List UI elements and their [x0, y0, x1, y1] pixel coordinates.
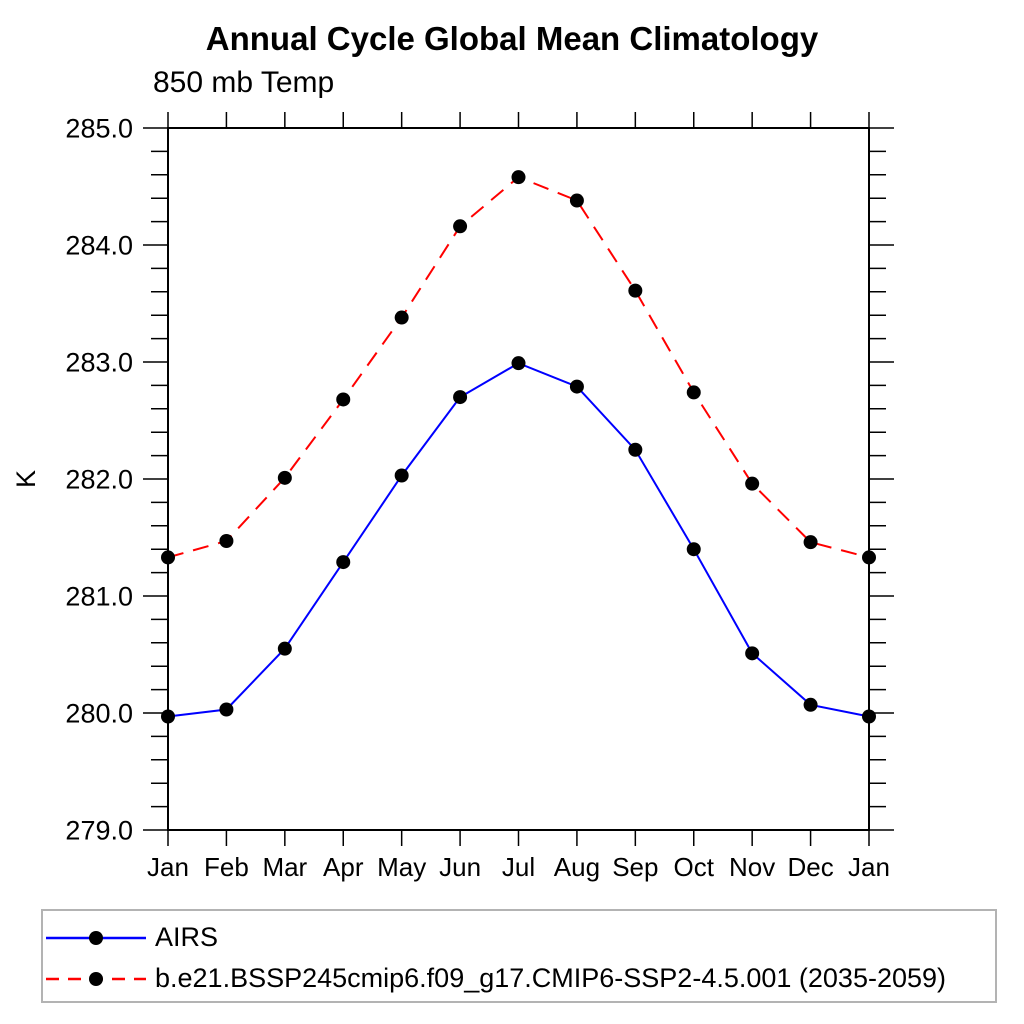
data-point-marker — [745, 476, 760, 491]
data-point-marker — [628, 442, 643, 457]
airs-line-sample-icon — [46, 930, 146, 945]
data-point-marker — [336, 555, 351, 570]
legend-item-model: b.e21.BSSP245cmip6.f09_g17.CMIP6-SSP2-4.… — [46, 958, 995, 999]
data-point-marker — [277, 470, 292, 485]
legend-label-airs: AIRS — [155, 922, 219, 952]
data-point-marker — [161, 550, 175, 565]
x-tick-label: Oct — [674, 852, 715, 882]
legend-label-model: b.e21.BSSP245cmip6.f09_g17.CMIP6-SSP2-4.… — [155, 963, 947, 993]
data-point-marker — [862, 550, 876, 565]
legend: AIRS b.e21.BSSP245cmip6.f09_g17.CMIP6-SS… — [41, 909, 997, 1003]
plot-area: Jan Feb Mar Apr May Jun Jul Aug Sep Oct Nov Dec Jan 2… — [11, 112, 894, 882]
x-tick-label: Dec — [787, 852, 833, 882]
data-point-marker — [569, 193, 584, 208]
data-point-marker — [219, 702, 234, 717]
series-line-0 — [167, 362, 870, 718]
y-tick-label: 280.0 — [65, 698, 133, 728]
x-tick-label: Aug — [554, 852, 600, 882]
x-tick-label: May — [377, 852, 426, 882]
data-point-marker — [569, 379, 584, 394]
legend-item-airs: AIRS — [46, 917, 995, 958]
data-point-marker — [803, 535, 818, 550]
data-point-marker — [161, 709, 175, 724]
data-point-marker — [219, 534, 234, 549]
data-point-marker — [803, 697, 818, 712]
data-point-marker — [453, 390, 468, 405]
chart-title: Annual Cycle Global Mean Climatology — [205, 20, 819, 57]
y-tick-label: 284.0 — [65, 230, 133, 260]
data-point-marker — [686, 385, 701, 400]
chart-subtitle: 850 mb Temp — [153, 66, 335, 99]
x-tick-label: Jun — [439, 852, 481, 882]
data-point-marker — [453, 219, 468, 234]
x-tick-label: Jan — [147, 852, 189, 882]
y-tick-label: 285.0 — [65, 113, 133, 143]
data-point-marker — [336, 392, 351, 407]
data-point-marker — [745, 646, 760, 661]
model-line-sample-icon — [46, 971, 146, 986]
x-tick-label: Apr — [323, 852, 364, 882]
x-tick-label: Jan — [848, 852, 890, 882]
data-point-marker — [394, 310, 409, 325]
y-tick-label: 282.0 — [65, 464, 133, 494]
data-point-marker — [628, 283, 643, 298]
data-point-marker — [394, 468, 409, 483]
plot-frame — [167, 127, 870, 831]
y-tick-label: 281.0 — [65, 581, 133, 611]
x-tick-label: Feb — [204, 852, 249, 882]
y-tick-label: 283.0 — [65, 347, 133, 377]
x-tick-label: Nov — [729, 852, 775, 882]
data-point-marker — [862, 709, 876, 724]
x-tick-label: Mar — [262, 852, 307, 882]
y-tick-label: 279.0 — [65, 815, 133, 845]
data-point-marker — [277, 641, 292, 656]
x-tick-label: Jul — [502, 852, 535, 882]
data-point-marker — [511, 356, 526, 371]
x-tick-label: Sep — [612, 852, 658, 882]
y-axis-title: K — [11, 470, 41, 488]
data-point-marker — [686, 542, 701, 557]
data-point-marker — [511, 170, 526, 185]
